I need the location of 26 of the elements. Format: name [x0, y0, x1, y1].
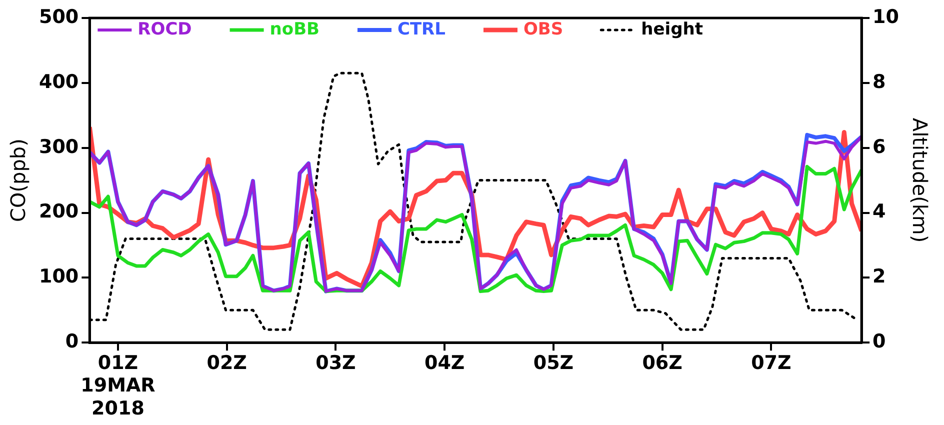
legend-label: ROCD	[138, 19, 192, 40]
x-tick-label: 06Z	[642, 352, 682, 374]
y-tick-label: 500	[38, 6, 79, 28]
x-tick-label: 04Z	[424, 352, 465, 374]
y2-tick-label: 4	[872, 200, 886, 223]
y-tick-label: 100	[38, 266, 79, 288]
legend-label: CTRL	[397, 19, 446, 40]
y2-tick-label: 8	[872, 70, 886, 93]
y-tick-label: 200	[38, 200, 79, 223]
y-tick-label: 0	[65, 330, 79, 353]
y2-tick-label: 0	[872, 330, 886, 353]
y2-axis-title: Altitude(km)	[908, 118, 932, 243]
x-tick-label: 01Z 19MAR 2018	[80, 352, 156, 420]
x-tick-label: 02Z	[206, 352, 247, 374]
y-axis-title: CO(ppb)	[6, 138, 30, 222]
y2-tick-label: 6	[872, 136, 886, 158]
x-tick-label: 07Z	[751, 352, 792, 374]
y-tick-label: 400	[38, 70, 79, 93]
y-tick-label: 300	[38, 136, 79, 158]
legend-label: OBS	[523, 19, 564, 40]
legend-label: noBB	[270, 19, 320, 40]
legend-label: height	[641, 19, 703, 40]
y2-tick-label: 10	[872, 6, 900, 28]
x-tick-label: 05Z	[533, 352, 574, 374]
y2-tick-label: 2	[872, 266, 886, 288]
x-tick-label: 03Z	[316, 352, 356, 374]
